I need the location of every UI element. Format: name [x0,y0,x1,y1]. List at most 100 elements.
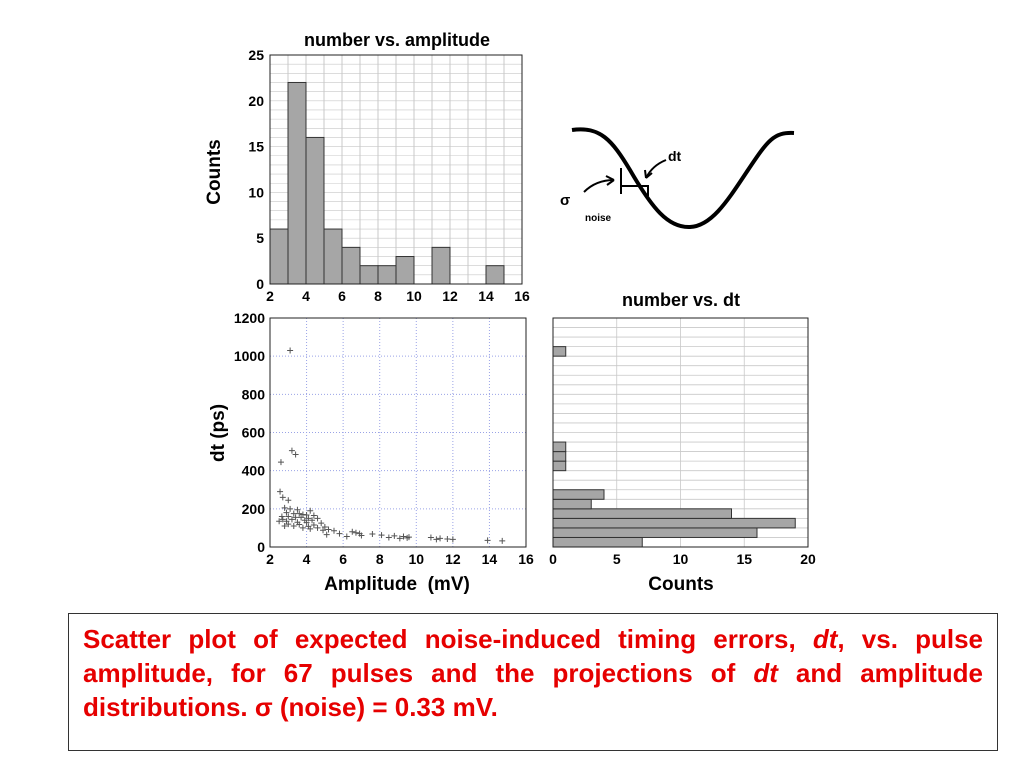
caption-text: Scatter plot of expected noise-induced t… [83,622,983,724]
histogram-bar [552,527,758,538]
scatter-point [331,527,337,534]
scatter-point [427,534,434,541]
amplitude-histogram-ylabel: Counts [204,139,225,204]
histogram-bar [552,451,567,462]
dt-bracket [620,168,649,196]
scatter-point [320,527,327,534]
scatter-point [292,514,299,521]
scatter-point [281,523,288,530]
x-tick-label: 2 [266,551,274,567]
histogram-bar [359,265,379,285]
scatter-point [396,535,403,542]
scatter-point [307,525,314,532]
scatter-point [290,510,297,517]
scatter-point [294,506,301,513]
caption-part3: and amplitude distributions. σ (noise) =… [83,658,983,722]
scatter-point [484,537,491,544]
dt-histogram: number vs. dt Counts 0 5 10 15 20 [549,290,816,595]
scatter-point [325,526,332,533]
amplitude-histogram-title: number vs. amplitude [304,30,490,50]
x-tick-label: 0 [549,551,557,567]
amplitude-histogram: number vs. amplitude Counts 2 4 6 8 10 12 14 16… [204,30,530,304]
y-tick-label: 400 [242,463,266,479]
caption-dt2: dt [753,658,778,688]
scatter-point [287,347,294,354]
dt-histogram-xlabel: Counts [648,574,713,595]
scatter-point [310,522,317,529]
scatter-point [449,536,456,543]
y-tick-label: 200 [242,501,266,517]
histogram-bar [395,256,415,285]
histogram-bar [552,489,605,500]
x-tick-label: 2 [266,288,274,304]
scatter-point [318,520,325,527]
scatter-point [444,535,451,542]
scatter-point [285,497,292,504]
scatter-point [314,515,321,522]
x-tick-label: 10 [408,551,424,567]
x-tick-label: 8 [374,288,382,304]
scatter-point [358,532,365,539]
histogram-bar [287,81,307,285]
scatter-plot: dt (ps) Amplitude (mV) 2 4 6 8 10 12 14 16 0 200 4… [208,310,534,595]
scatter-point [277,459,284,466]
y-tick-label: 15 [248,139,264,155]
x-tick-label: 4 [302,288,310,304]
x-tick-label: 16 [514,288,530,304]
y-tick-label: 1000 [234,348,265,364]
histogram-bar [485,265,505,285]
figure-canvas: number vs. amplitude Counts 2 4 6 8 10 12 14 16… [204,30,816,595]
scatter-point [288,447,295,454]
y-tick-label: 5 [256,230,264,246]
histogram-bar [269,228,289,285]
scatter-point [285,521,292,528]
scatter-point [314,524,321,531]
noise-label: noise [585,213,612,224]
histogram-bar [552,517,796,529]
caption-part2: , vs. pulse amplitude, for 67 pulses and… [83,624,983,688]
scatter-point [385,534,392,541]
sigma-arrow-head [605,175,615,186]
x-tick-label: 8 [376,551,384,567]
scatter-point [278,513,285,520]
scatter-point [292,451,299,458]
scatter-point [391,532,398,539]
dt-histogram-title: number vs. dt [622,290,740,310]
scatter-ticks: 2 4 6 8 10 12 14 16 0 200 400 600 800 1000 1200 [234,310,534,567]
histogram-bar [552,498,592,510]
amplitude-histogram-ticks: 2 4 6 8 10 12 14 16 0 5 10 15 20 25 [248,47,530,304]
scatter-point [404,534,411,541]
dt-histogram-frame [552,317,809,548]
scatter-point [303,511,310,518]
x-tick-label: 10 [406,288,422,304]
scatter-point [298,514,305,521]
scatter-point [305,515,312,522]
y-tick-label: 10 [248,184,264,200]
x-tick-label: 15 [736,551,752,567]
scatter-point [309,517,316,524]
histogram-bar [323,228,343,285]
scatter-point [277,488,284,495]
y-tick-label: 0 [257,539,265,555]
histogram-bar [431,246,451,285]
y-tick-label: 600 [242,425,266,441]
pulse-waveform [571,127,795,230]
caption-part1: Scatter plot of expected noise-induced t… [83,624,813,654]
x-tick-label: 12 [445,551,461,567]
sigma-label: σ [560,192,570,209]
scatter-point [352,529,359,536]
x-tick-label: 20 [800,551,816,567]
scatter-point [290,523,297,530]
histogram-bar [552,508,732,519]
x-tick-label: 4 [303,551,311,567]
scatter-point [433,536,440,543]
dt-histogram-bars [552,346,796,548]
scatter-ylabel: dt (ps) [208,404,229,462]
histogram-bar [305,136,325,285]
scatter-point [287,505,294,512]
x-tick-label: 12 [442,288,458,304]
dt-arrow-head [644,169,653,179]
scatter-point [343,533,350,540]
x-tick-label: 14 [482,551,498,567]
amplitude-histogram-frame [269,54,523,285]
